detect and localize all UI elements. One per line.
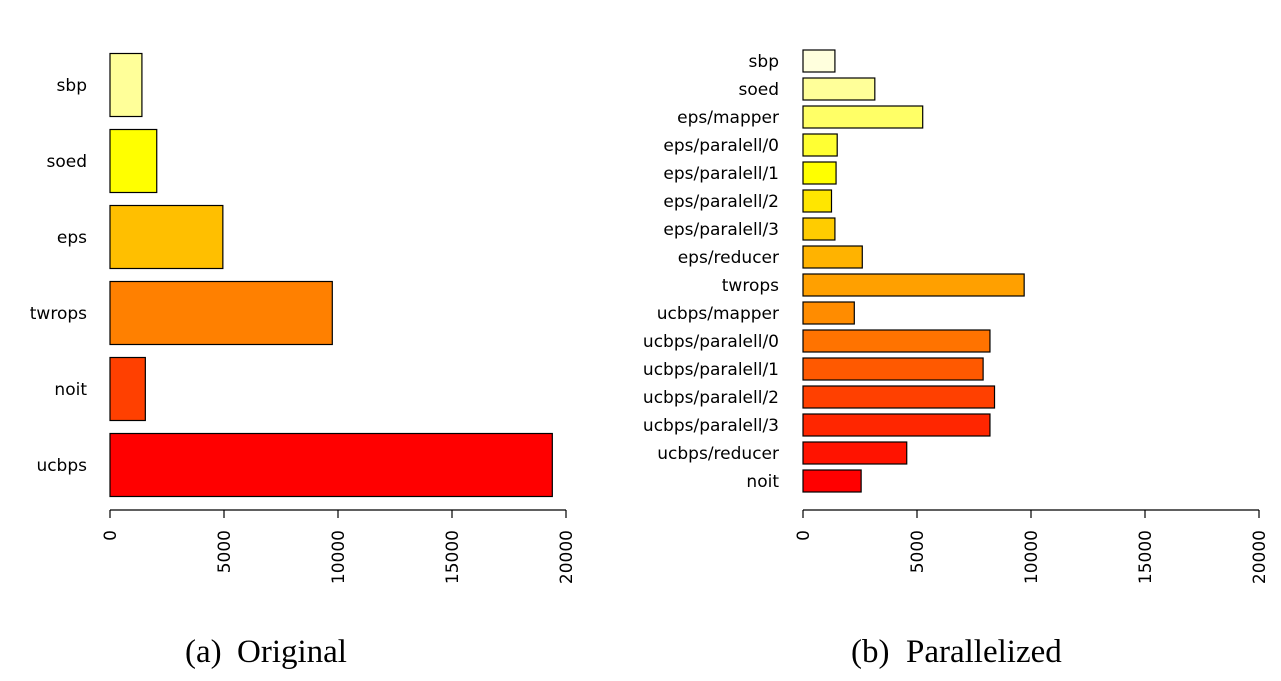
panel-parallelized: sbp soed eps/mapper eps/paralell/0 eps/paral… [643, 49, 1270, 584]
category-label-b-9: ucbps/mapper [657, 304, 779, 324]
bar-b-1 [802, 77, 876, 101]
bar-b-13 [802, 413, 991, 437]
category-label-a-2: eps [57, 228, 87, 248]
bar-b-7 [802, 245, 863, 269]
bar-b-9 [802, 301, 855, 325]
category-label-b-11: ucbps/paralell/1 [643, 360, 779, 380]
category-label-a-5: ucbps [36, 456, 87, 476]
bar-a-5 [109, 432, 553, 498]
bar-b-3 [802, 133, 838, 157]
x-tick-label-b-0: 0 [794, 530, 814, 541]
category-label-b-12: ucbps/paralell/2 [643, 388, 779, 408]
category-label-b-5: eps/paralell/2 [663, 192, 779, 212]
bar-a-4 [109, 356, 146, 422]
x-tick-label-a-3: 15000 [443, 530, 463, 584]
x-tick-label-a-1: 5000 [215, 530, 235, 573]
bar-a-0 [109, 52, 143, 118]
category-label-a-0: sbp [57, 76, 87, 96]
bar-a-3 [109, 280, 333, 346]
bar-b-14 [802, 441, 908, 465]
category-label-b-7: eps/reducer [678, 248, 779, 268]
category-label-b-0: sbp [749, 52, 779, 72]
category-label-b-15: noit [746, 472, 779, 492]
caption-b-text: Parallelized [906, 634, 1062, 670]
x-tick-label-a-4: 20000 [557, 530, 577, 584]
x-tick-label-b-1: 5000 [908, 530, 928, 573]
category-label-b-4: eps/paralell/1 [663, 164, 779, 184]
bar-b-4 [802, 161, 837, 185]
bar-b-0 [802, 49, 836, 73]
x-tick-label-b-4: 20000 [1250, 530, 1270, 584]
bar-b-5 [802, 189, 833, 213]
panel-original: sbp soed eps twrops noit ucbps 0 5000 10000 15000… [30, 52, 577, 584]
x-tick-label-a-2: 10000 [329, 530, 349, 584]
category-label-b-14: ucbps/reducer [657, 444, 779, 464]
caption-a-tag: (a) [185, 634, 222, 670]
category-label-a-3: twrops [30, 304, 87, 324]
bar-b-12 [802, 385, 996, 409]
bar-b-6 [802, 217, 836, 241]
x-tick-label-b-3: 15000 [1136, 530, 1156, 584]
category-label-a-1: soed [46, 152, 87, 172]
bar-b-10 [802, 329, 991, 353]
category-label-b-13: ucbps/paralell/3 [643, 416, 779, 436]
bar-b-2 [802, 105, 924, 129]
caption-b-tag: (b) [851, 634, 889, 670]
bar-b-8 [802, 273, 1025, 297]
bar-a-1 [109, 128, 158, 194]
category-label-a-4: noit [54, 380, 87, 400]
x-tick-label-a-0: 0 [101, 530, 121, 541]
bar-b-11 [802, 357, 984, 381]
category-label-b-1: soed [738, 80, 779, 100]
bar-b-15 [802, 469, 862, 493]
category-label-b-6: eps/paralell/3 [663, 220, 779, 240]
category-label-b-8: twrops [722, 276, 779, 296]
caption-a-text: Original [237, 634, 347, 670]
category-label-b-3: eps/paralell/0 [663, 136, 779, 156]
category-label-b-2: eps/mapper [677, 108, 779, 128]
category-label-b-10: ucbps/paralell/0 [643, 332, 779, 352]
x-tick-label-b-2: 10000 [1022, 530, 1042, 584]
bar-a-2 [109, 204, 224, 270]
